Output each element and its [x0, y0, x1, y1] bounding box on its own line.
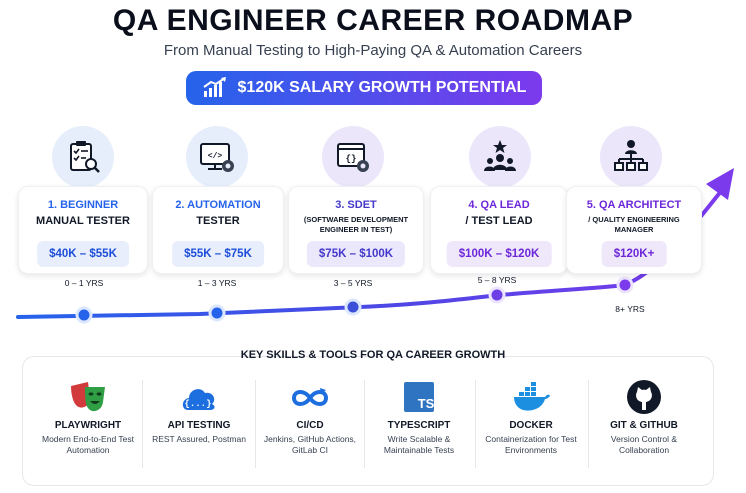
stage-title: 5. QA ARCHITECT	[586, 199, 682, 211]
salary-range: $40K – $55K	[37, 241, 129, 267]
clipboard-checklist-icon	[52, 126, 114, 188]
stage-role: / QUALITY ENGINEERING MANAGER	[588, 215, 680, 234]
skill-typescript: TS TYPESCRIPT Write Scalable & Maintaina…	[363, 376, 475, 476]
page-title: QA ENGINEER CAREER ROADMAP	[112, 4, 634, 37]
svg-text:</>: </>	[208, 152, 223, 161]
skill-git-github: GIT & GITHUB Version Control & Collabora…	[588, 376, 700, 476]
skill-description: REST Assured, Postman	[152, 434, 246, 444]
years-label: 8+ YRS	[615, 304, 645, 314]
skill-description: Containerization for Test Environments	[485, 434, 577, 455]
divider	[364, 380, 365, 468]
milestone-dot-1	[75, 306, 93, 324]
skill-name: PLAYWRIGHT	[54, 420, 122, 431]
stage-card-automation: 2. AUTOMATION TESTER $55K – $75K	[152, 186, 284, 274]
stage-title: 1. BEGINNER	[47, 199, 119, 211]
docker-whale-icon	[514, 382, 550, 411]
typescript-icon-label: TS	[418, 396, 435, 411]
playwright-masks-icon	[71, 382, 105, 412]
skill-name: API TESTING	[167, 420, 231, 431]
milestone-dot-3	[344, 298, 362, 316]
stage-title: 4. QA LEAD	[468, 199, 530, 211]
svg-text:{...}: {...}	[184, 399, 211, 409]
skill-api-testing: {...} API TESTING REST Assured, Postman	[143, 376, 255, 476]
skills-heading: KEY SKILLS & TOOLS FOR QA CAREER GROWTH	[240, 349, 506, 361]
salary-range: $100K – $120K	[446, 241, 552, 267]
code-window-gear-icon: {}	[322, 126, 384, 188]
years-label: 3 – 5 YRS	[333, 278, 373, 288]
stage-role: / TEST LEAD	[465, 215, 533, 227]
divider	[475, 380, 476, 468]
page-subtitle: From Manual Testing to High-Paying QA & …	[163, 42, 583, 59]
skill-description: Write Scalable & Maintainable Tests	[383, 434, 455, 455]
stage-card-qa-lead: 4. QA LEAD / TEST LEAD $100K – $120K	[430, 186, 568, 274]
stage-title: 2. AUTOMATION	[175, 199, 261, 211]
skill-name: GIT & GITHUB	[610, 420, 678, 431]
skill-description: Jenkins, GitHub Actions, GitLab CI	[263, 434, 357, 455]
stage-title: 3. SDET	[335, 199, 377, 211]
github-octocat-icon	[627, 380, 661, 414]
skill-name: TYPESCRIPT	[387, 420, 451, 431]
milestone-dot-4	[488, 286, 506, 304]
stage-role: MANUAL TESTER	[36, 215, 130, 227]
salary-growth-badge: $120K SALARY GROWTH POTENTIAL	[186, 71, 542, 105]
trend-chart-icon	[202, 77, 226, 97]
team-star-icon	[469, 126, 531, 188]
skills-panel	[22, 356, 714, 486]
svg-text:{}: {}	[346, 154, 357, 164]
skill-description: Modern End-to-End Test Automation	[42, 434, 134, 455]
typescript-icon: TS	[404, 382, 435, 412]
divider	[588, 380, 589, 468]
salary-range: $55K – $75K	[172, 241, 264, 267]
skill-name: CI/CD	[296, 420, 324, 431]
infinity-loop-icon	[291, 388, 329, 406]
divider	[142, 380, 143, 468]
milestone-dot-2	[208, 304, 226, 322]
stage-role: TESTER	[196, 215, 240, 227]
monitor-code-gear-icon: </>	[186, 126, 248, 188]
stage-card-qa-architect: 5. QA ARCHITECT / QUALITY ENGINEERING MA…	[566, 186, 702, 274]
skill-docker: DOCKER Containerization for Test Environ…	[475, 376, 587, 476]
cloud-api-icon: {...}	[182, 389, 215, 410]
salary-range: $120K+	[601, 241, 667, 267]
divider	[255, 380, 256, 468]
years-label: 1 – 3 YRS	[197, 278, 237, 288]
skill-playwright: PLAYWRIGHT Modern End-to-End Test Automa…	[32, 376, 144, 476]
skill-ci-cd: CI/CD Jenkins, GitHub Actions, GitLab CI	[254, 376, 366, 476]
salary-range: $75K – $100K	[306, 241, 406, 267]
years-label: 0 – 1 YRS	[64, 278, 104, 288]
org-chart-icon	[600, 126, 662, 188]
skill-description: Version Control & Collaboration	[610, 434, 678, 455]
stage-card-beginner: 1. BEGINNER MANUAL TESTER $40K – $55K	[18, 186, 148, 274]
milestone-dot-5	[616, 276, 634, 294]
stage-card-sdet: 3. SDET (SOFTWARE DEVELOPMENT ENGINEER I…	[288, 186, 424, 274]
salary-badge-text: $120K SALARY GROWTH POTENTIAL	[237, 79, 527, 96]
stage-role: (SOFTWARE DEVELOPMENT ENGINEER IN TEST)	[303, 215, 409, 234]
years-label: 5 – 8 YRS	[477, 275, 517, 285]
skill-name: DOCKER	[509, 420, 553, 431]
